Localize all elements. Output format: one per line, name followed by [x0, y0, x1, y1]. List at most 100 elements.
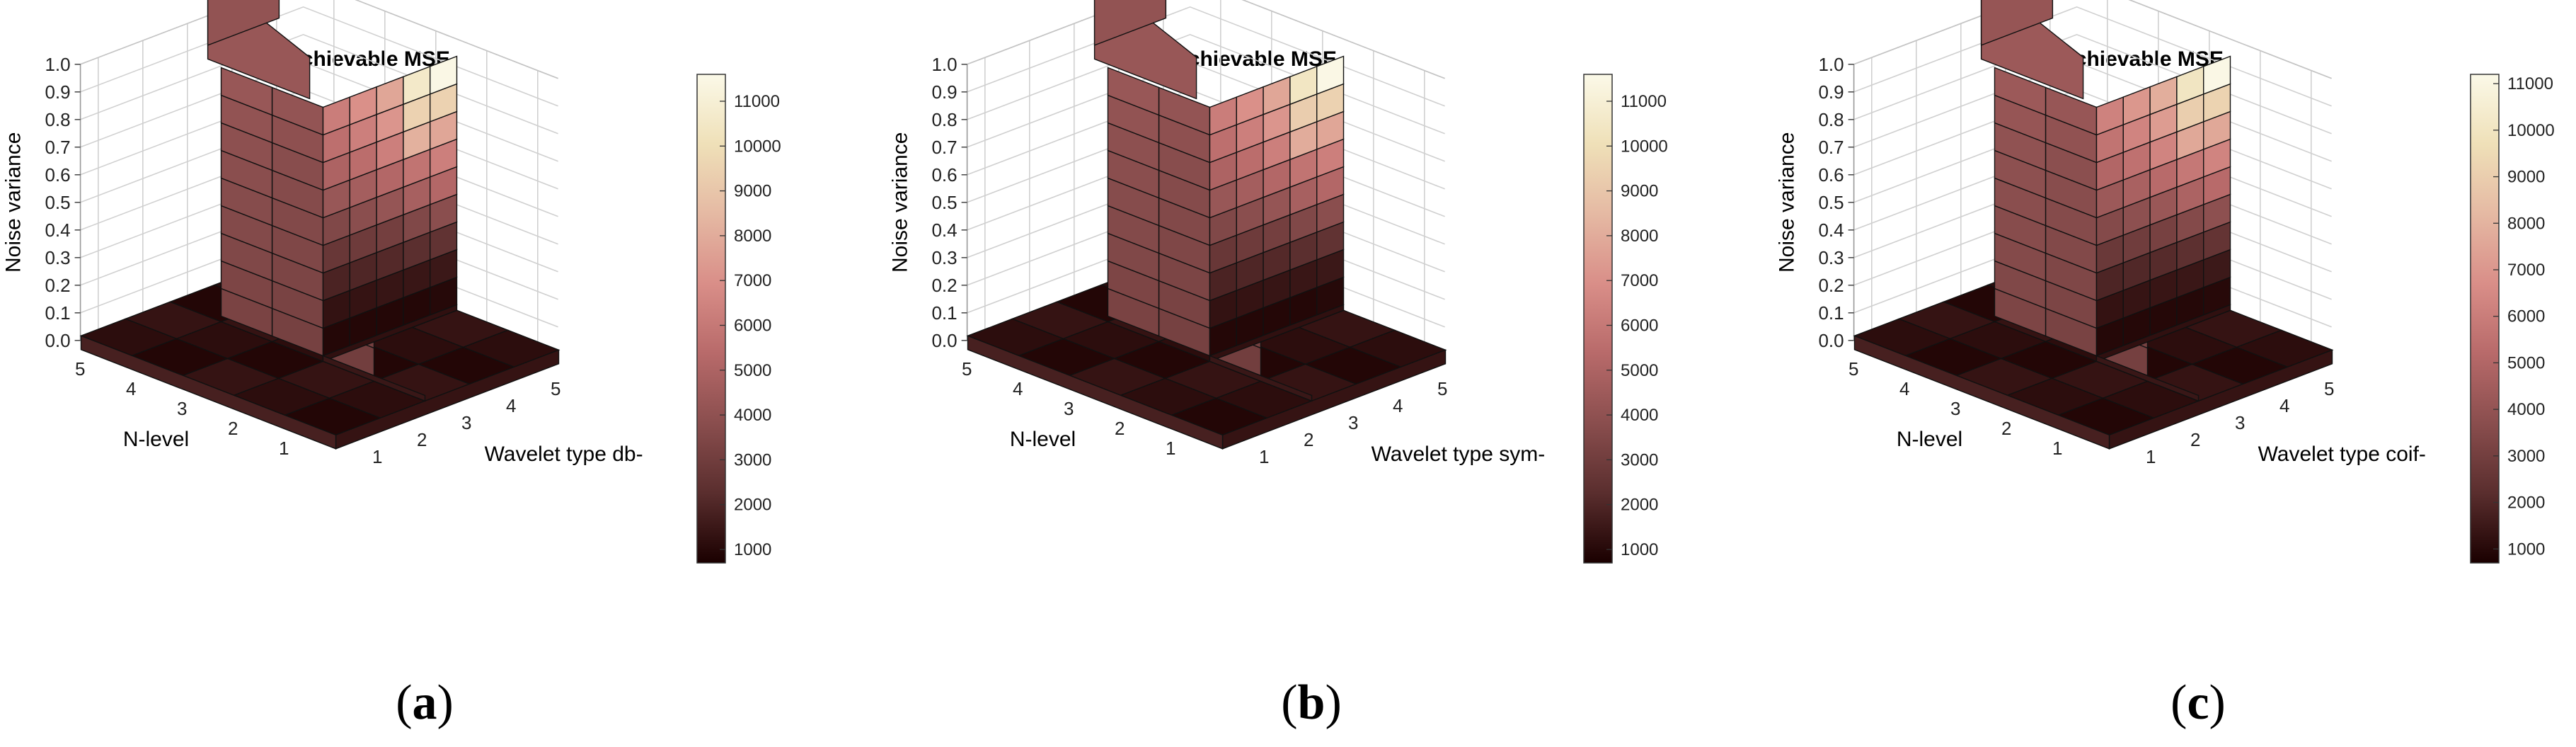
colorbar-tick-label: 8000	[734, 227, 771, 246]
z-tick-label: 0.9	[1818, 81, 1844, 103]
colorbar-tick-label: 8000	[2507, 214, 2545, 233]
front-wall-cell	[2203, 55, 2231, 95]
z-tick-label: 0.3	[1818, 247, 1844, 268]
colorbar-tick-label: 3000	[734, 450, 771, 469]
y-tick-label: 3	[1950, 398, 1960, 419]
z-tick-label: 0.5	[931, 192, 957, 213]
x-axis-label: Wavelet type coif-	[2258, 443, 2426, 466]
front-wall	[322, 55, 458, 402]
z-tick-label: 1.0	[45, 54, 70, 75]
left-wall-cell	[1994, 67, 2047, 116]
colorbar-tick-label: 7000	[2507, 261, 2545, 280]
x-tick-label: 4	[1393, 395, 1403, 416]
colorbar-tick-label: 10000	[734, 137, 781, 156]
colorbar-tick-label: 5000	[1621, 361, 1658, 380]
z-axis-label: Noise variance	[2, 132, 25, 273]
colorbar-scale	[2470, 74, 2500, 564]
z-tick-label: 0.5	[1818, 192, 1844, 213]
front-wall-cell	[1316, 55, 1345, 95]
box-top-edge	[80, 0, 558, 79]
colorbar-tick-label: 4000	[734, 406, 771, 425]
y-axis-label: N-level	[123, 428, 189, 451]
colorbar-tick-label: 5000	[734, 361, 771, 380]
floor-edge	[967, 335, 1224, 450]
y-axis-ticks: 1 2 3 4 5	[75, 358, 289, 459]
y-tick-label: 5	[1848, 358, 1858, 380]
y-tick-label: 3	[177, 398, 187, 419]
y-tick-label: 4	[126, 378, 136, 399]
z-tick-label: 0.2	[1818, 275, 1844, 296]
y-axis-ticks: 1 2 3 4 5	[962, 358, 1175, 459]
colorbar-scale	[1583, 74, 1613, 564]
y-tick-label: 3	[1064, 398, 1074, 419]
gridline-z	[1853, 6, 2332, 107]
z-tick-label: 0.7	[931, 137, 957, 158]
z-axis-label: Noise variance	[889, 132, 912, 273]
z-tick-label: 0.6	[45, 164, 70, 186]
colorbar-tick-label: 1000	[1621, 540, 1658, 559]
x-axis-label: Wavelet type db-	[485, 443, 643, 466]
floor-edge	[1853, 335, 2110, 450]
colorbar-tick-label: 2000	[2507, 494, 2545, 513]
chart-panel-a: Achievable MSE0.00.10.20.30.40.50.60.70.…	[2, 0, 781, 730]
x-axis-label: Wavelet type sym-	[1372, 443, 1546, 466]
x-tick-label: 3	[2235, 412, 2245, 433]
z-axis-ticks: 0.0 0.1 0.2 0.3 0.4 0.5 0.6 0.7 0.8 0.9 1.0	[45, 54, 81, 351]
y-axis-label: N-level	[1897, 428, 1962, 451]
z-tick-label: 0.9	[931, 81, 957, 103]
z-axis-ticks: 0.0 0.1 0.2 0.3 0.4 0.5 0.6 0.7 0.8 0.9 1.0	[1818, 54, 1854, 351]
gridline-z	[80, 6, 558, 107]
colorbar-tick-label: 9000	[1621, 182, 1658, 201]
y-tick-label: 2	[228, 418, 238, 439]
z-tick-label: 1.0	[931, 54, 957, 75]
z-axis-ticks: 0.0 0.1 0.2 0.3 0.4 0.5 0.6 0.7 0.8 0.9 1.0	[931, 54, 967, 351]
x-axis-ticks: 1 2 3 4 5	[1259, 378, 1447, 467]
x-tick-label: 4	[2279, 395, 2289, 416]
z-tick-label: 0.8	[931, 109, 957, 130]
floor-edge	[80, 335, 337, 450]
z-tick-label: 0.9	[45, 81, 70, 103]
y-axis-ticks: 1 2 3 4 5	[1848, 358, 2062, 459]
colorbar-tick-label: 2000	[1621, 496, 1658, 515]
colorbar-tick-label: 11000	[2507, 74, 2553, 93]
z-tick-label: 0.2	[45, 275, 70, 296]
z-tick-label: 0.6	[931, 164, 957, 186]
chart-panel-c: Achievable MSE0.00.10.20.30.40.50.60.70.…	[1776, 0, 2555, 730]
left-wall-base	[1209, 355, 1313, 402]
y-tick-label: 5	[962, 358, 972, 380]
left-wall-cell	[1107, 67, 1160, 116]
fin-panel	[207, 0, 280, 46]
left-wall-cell	[220, 67, 273, 116]
z-tick-label: 0.0	[45, 330, 70, 351]
colorbar-tick-label: 7000	[734, 271, 771, 290]
colorbar-tick-label: 9000	[734, 182, 771, 201]
gridline-z	[967, 6, 1445, 107]
z-tick-label: 0.6	[1818, 164, 1844, 186]
box-top-edge	[1853, 0, 2332, 79]
x-tick-label: 2	[1304, 429, 1313, 450]
z-tick-label: 0.1	[45, 302, 70, 324]
z-tick-label: 0.7	[1818, 137, 1844, 158]
x-tick-label: 3	[461, 412, 471, 433]
x-tick-label: 1	[372, 446, 382, 467]
x-axis-ticks: 1 2 3 4 5	[372, 378, 560, 467]
colorbar-tick-label: 4000	[2507, 400, 2545, 419]
colorbar-tick-label: 3000	[2507, 447, 2545, 466]
colorbar-tick-label: 1000	[734, 540, 771, 559]
x-tick-label: 4	[506, 395, 516, 416]
x-axis-ticks: 1 2 3 4 5	[2146, 378, 2334, 467]
colorbar-tick-label: 9000	[2507, 168, 2545, 187]
gridline-z	[80, 33, 558, 135]
y-tick-label: 2	[2001, 418, 2011, 439]
box-top-edge	[967, 0, 1445, 79]
x-tick-label: 5	[1437, 378, 1447, 399]
gridline-z	[1853, 33, 2332, 135]
y-tick-label: 2	[1115, 418, 1125, 439]
z-tick-label: 0.7	[45, 137, 70, 158]
x-tick-label: 1	[1259, 446, 1269, 467]
front-wall	[2095, 55, 2231, 402]
colorbar-tick-label: 4000	[1621, 406, 1658, 425]
back-fin	[1093, 0, 1197, 100]
colorbar-tick-label: 8000	[1621, 227, 1658, 246]
subfigure-label: (c)	[2170, 675, 2226, 730]
